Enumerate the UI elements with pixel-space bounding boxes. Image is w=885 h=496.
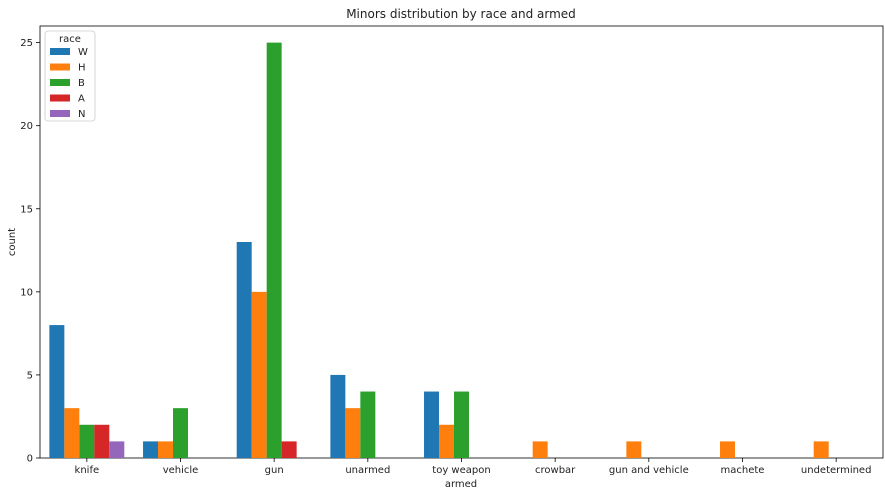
bar-A-knife xyxy=(94,424,110,458)
bar-W-unarmed xyxy=(330,374,346,458)
bar-H-knife xyxy=(64,408,80,458)
bar-B-knife xyxy=(79,424,95,458)
legend-swatch-N xyxy=(50,110,70,117)
bar-H-gun-and-vehicle xyxy=(626,441,642,458)
bar-B-unarmed xyxy=(360,391,376,458)
bar-B-toy-weapon xyxy=(454,391,469,458)
bar-H-toy-weapon xyxy=(439,424,455,458)
legend-swatch-W xyxy=(50,48,70,55)
y-tick-label: 0 xyxy=(27,454,33,465)
x-axis: knife vehicle gun unarmed toy weapon crowbar g… xyxy=(75,458,872,476)
legend-entry-N: N xyxy=(78,109,85,120)
bar-N-knife xyxy=(109,441,125,458)
y-axis: 0 5 10 15 20 25 xyxy=(20,38,40,465)
y-tick-label: 25 xyxy=(20,38,33,49)
x-tick-label: unarmed xyxy=(345,465,390,476)
bar-W-toy-weapon xyxy=(424,391,440,458)
x-tick-label: gun and vehicle xyxy=(609,465,689,476)
x-tick-label: gun xyxy=(265,465,284,476)
bar-H-vehicle xyxy=(158,441,174,458)
y-axis-label: count xyxy=(7,228,18,256)
legend-swatch-B xyxy=(50,79,70,86)
bar-W-vehicle xyxy=(143,441,159,458)
x-tick-label: toy weapon xyxy=(432,465,490,476)
bar-B-vehicle xyxy=(173,408,188,458)
legend-entry-W: W xyxy=(78,47,88,58)
x-tick-label: machete xyxy=(721,465,765,476)
bar-H-gun xyxy=(251,291,267,458)
chart-title: Minors distribution by race and armed xyxy=(346,7,576,21)
legend-entry-H: H xyxy=(78,63,86,74)
x-tick-label: vehicle xyxy=(163,465,199,476)
y-tick-label: 15 xyxy=(20,204,33,215)
x-tick-label: knife xyxy=(75,465,100,476)
bar-A-gun xyxy=(281,441,297,458)
bar-B-gun xyxy=(266,42,282,458)
x-axis-label: armed xyxy=(445,479,477,490)
x-tick-label: crowbar xyxy=(535,465,576,476)
bar-H-crowbar xyxy=(532,441,548,458)
bar-H-machete xyxy=(720,441,736,458)
bar-H-unarmed xyxy=(345,408,361,458)
y-tick-label: 20 xyxy=(20,121,33,132)
legend-swatch-H xyxy=(50,63,70,71)
bar-W-gun xyxy=(236,242,252,458)
legend-entry-B: B xyxy=(78,78,85,89)
legend-entry-A: A xyxy=(78,94,85,105)
bar-H-undetermined xyxy=(813,441,829,458)
legend-title: race xyxy=(59,34,81,45)
y-tick-label: 10 xyxy=(20,287,33,298)
bars-group xyxy=(49,42,829,458)
x-tick-label: undetermined xyxy=(801,465,872,476)
y-tick-label: 5 xyxy=(27,370,33,381)
bar-W-knife xyxy=(49,325,65,458)
legend-swatch-A xyxy=(50,94,70,102)
